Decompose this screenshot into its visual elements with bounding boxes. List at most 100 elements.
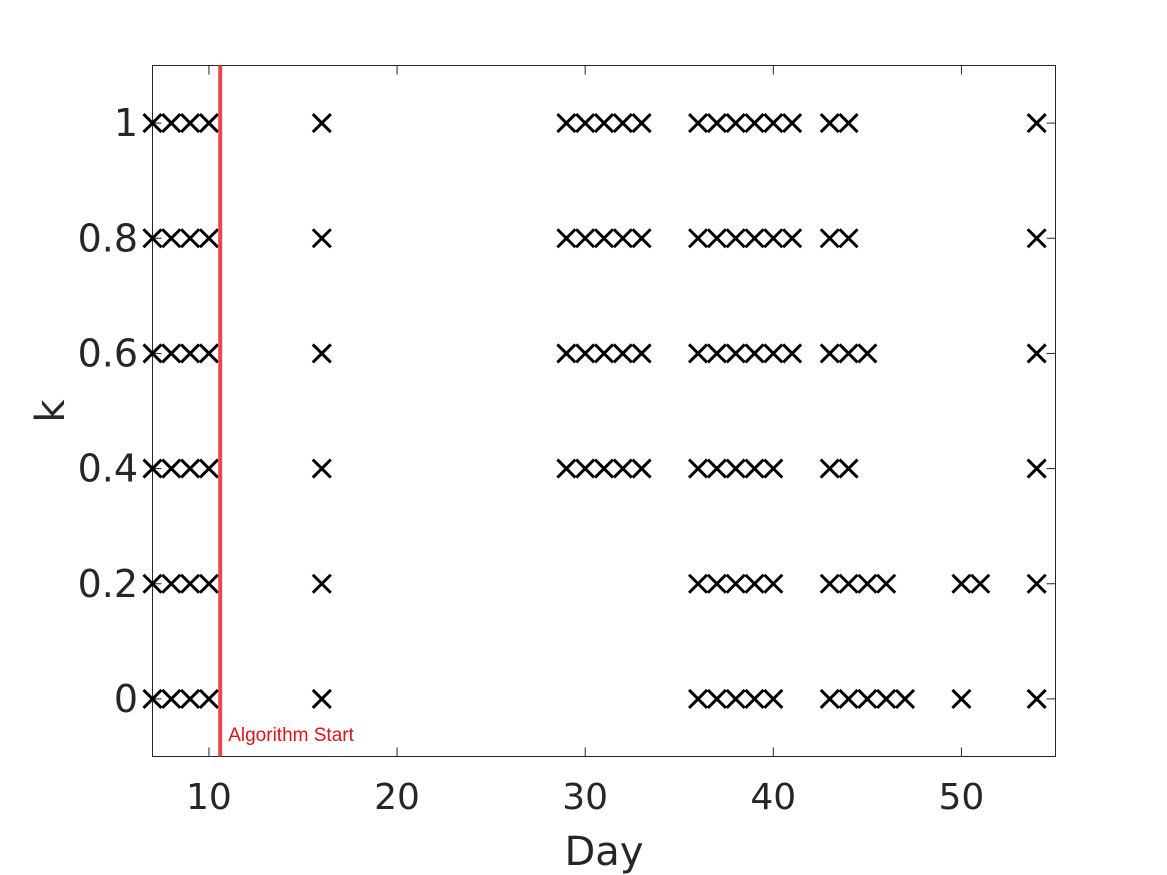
data-point-marker bbox=[631, 343, 652, 364]
data-point-marker bbox=[744, 228, 765, 249]
data-point-marker bbox=[857, 573, 878, 594]
data-point-marker bbox=[612, 343, 633, 364]
data-point-marker bbox=[876, 573, 897, 594]
data-point-marker bbox=[725, 343, 746, 364]
data-point-marker bbox=[744, 343, 765, 364]
x-tick-label: 50 bbox=[939, 777, 985, 818]
data-point-marker bbox=[951, 573, 972, 594]
annotations: Algorithm Start bbox=[218, 65, 355, 757]
y-tick-label: 1 bbox=[114, 101, 138, 145]
plot-area bbox=[152, 65, 1056, 757]
data-point-marker bbox=[612, 228, 633, 249]
data-point-marker bbox=[575, 458, 596, 479]
data-point-marker bbox=[838, 343, 859, 364]
y-tick-label: 0 bbox=[114, 677, 138, 721]
data-point-marker bbox=[556, 343, 577, 364]
data-point-marker bbox=[161, 228, 182, 249]
data-point-marker bbox=[161, 573, 182, 594]
data-point-marker bbox=[612, 458, 633, 479]
x-tick-label: 20 bbox=[374, 777, 420, 818]
data-point-marker bbox=[819, 688, 840, 709]
data-point-marker bbox=[593, 113, 615, 134]
data-point-marker bbox=[575, 343, 596, 364]
data-point-marker bbox=[688, 228, 709, 249]
data-point-marker bbox=[161, 343, 182, 364]
data-point-marker bbox=[819, 113, 840, 134]
x-axis-label: Day bbox=[565, 829, 644, 875]
data-point-marker bbox=[311, 228, 332, 249]
data-point-marker bbox=[593, 343, 615, 364]
data-point-marker bbox=[575, 113, 596, 134]
data-point-marker bbox=[1026, 113, 1047, 134]
data-point-marker bbox=[1026, 228, 1047, 249]
data-point-marker bbox=[838, 458, 859, 479]
data-point-marker bbox=[311, 573, 332, 594]
data-point-marker bbox=[744, 458, 765, 479]
data-point-marker bbox=[556, 458, 577, 479]
data-point-marker bbox=[782, 343, 803, 364]
data-point-marker bbox=[142, 573, 163, 594]
data-point-marker bbox=[763, 573, 784, 594]
data-point-marker bbox=[311, 688, 332, 709]
data-point-marker bbox=[725, 228, 746, 249]
data-point-marker bbox=[180, 688, 201, 709]
data-point-marker bbox=[593, 228, 615, 249]
data-point-marker bbox=[819, 228, 840, 249]
data-point-marker bbox=[688, 573, 709, 594]
data-point-marker bbox=[688, 688, 709, 709]
data-point-marker bbox=[763, 688, 784, 709]
data-point-marker bbox=[688, 458, 709, 479]
data-markers bbox=[142, 113, 1047, 709]
data-point-marker bbox=[894, 688, 916, 709]
y-tick-label: 0.8 bbox=[78, 216, 138, 260]
data-point-marker bbox=[706, 688, 727, 709]
data-point-marker bbox=[631, 458, 652, 479]
data-point-marker bbox=[951, 688, 972, 709]
tick-labels: 10 20 30 40 50 0 0.2 0.4 0.6 0.8 1 bbox=[78, 101, 985, 818]
x-tick-label: 40 bbox=[750, 777, 796, 818]
data-point-marker bbox=[142, 113, 163, 134]
data-point-marker bbox=[782, 228, 803, 249]
data-point-marker bbox=[725, 688, 746, 709]
data-point-marker bbox=[744, 113, 765, 134]
data-point-marker bbox=[725, 458, 746, 479]
data-point-marker bbox=[556, 113, 577, 134]
y-axis-label: k bbox=[28, 399, 74, 423]
y-tick-label: 0.4 bbox=[78, 447, 138, 491]
data-point-marker bbox=[198, 228, 219, 249]
data-point-marker bbox=[725, 573, 746, 594]
data-point-marker bbox=[161, 113, 182, 134]
data-point-marker bbox=[706, 343, 727, 364]
data-point-marker bbox=[706, 228, 727, 249]
data-point-marker bbox=[311, 458, 332, 479]
data-point-marker bbox=[1026, 458, 1047, 479]
data-point-marker bbox=[819, 458, 840, 479]
data-point-marker bbox=[744, 688, 765, 709]
data-point-marker bbox=[180, 228, 201, 249]
data-point-marker bbox=[857, 688, 878, 709]
data-point-marker bbox=[180, 343, 201, 364]
data-point-marker bbox=[612, 113, 633, 134]
data-point-marker bbox=[970, 573, 991, 594]
data-point-marker bbox=[819, 573, 840, 594]
data-point-marker bbox=[706, 573, 727, 594]
data-point-marker bbox=[1026, 573, 1047, 594]
data-point-marker bbox=[763, 458, 784, 479]
data-point-marker bbox=[631, 228, 652, 249]
data-point-marker bbox=[1026, 688, 1047, 709]
data-point-marker bbox=[706, 113, 727, 134]
data-point-marker bbox=[311, 343, 332, 364]
data-point-marker bbox=[198, 113, 219, 134]
data-point-marker bbox=[744, 573, 765, 594]
data-point-marker bbox=[725, 113, 746, 134]
data-point-marker bbox=[198, 688, 219, 709]
data-point-marker bbox=[180, 113, 201, 134]
data-point-marker bbox=[838, 573, 859, 594]
data-point-marker bbox=[819, 343, 840, 364]
data-point-marker bbox=[198, 343, 219, 364]
data-point-marker bbox=[142, 458, 163, 479]
data-point-marker bbox=[142, 343, 163, 364]
data-point-marker bbox=[838, 688, 859, 709]
data-point-marker bbox=[688, 113, 709, 134]
